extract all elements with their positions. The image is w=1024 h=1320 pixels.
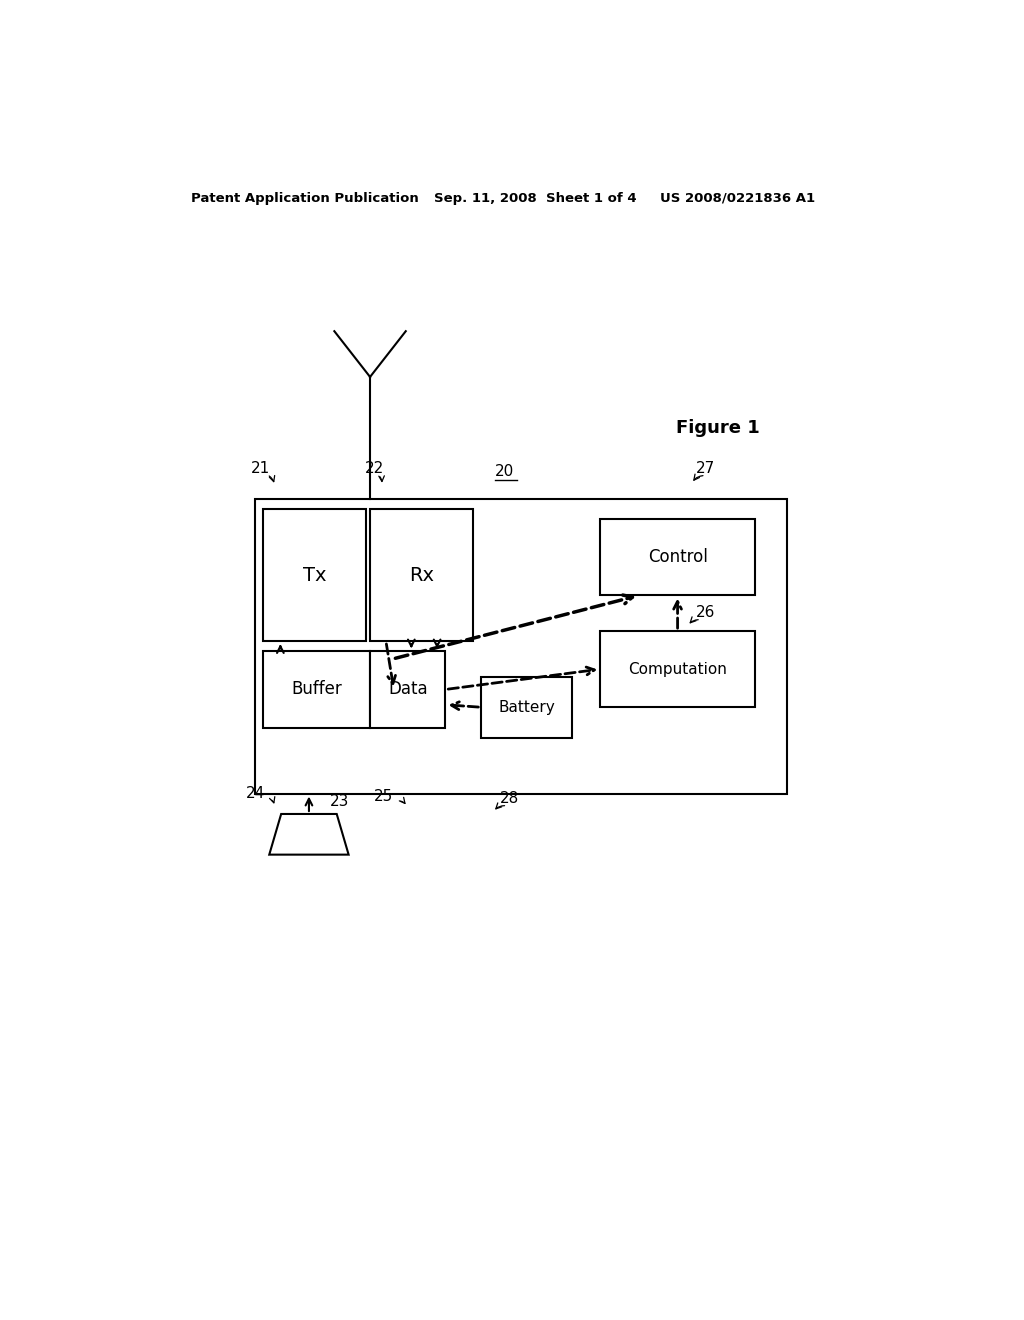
Text: Rx: Rx (410, 566, 434, 585)
Bar (600, 631, 755, 708)
Bar (263, 651, 370, 727)
Text: Sep. 11, 2008  Sheet 1 of 4: Sep. 11, 2008 Sheet 1 of 4 (433, 191, 636, 205)
Text: 24: 24 (246, 787, 264, 801)
Text: Figure 1: Figure 1 (676, 418, 760, 437)
Text: Battery: Battery (499, 700, 555, 714)
Text: US 2008/0221836 A1: US 2008/0221836 A1 (659, 191, 815, 205)
Bar (600, 519, 755, 595)
Text: 23: 23 (331, 795, 350, 809)
Text: 28: 28 (500, 791, 518, 807)
Text: Control: Control (647, 548, 708, 566)
Bar (370, 510, 473, 642)
Bar (481, 677, 572, 738)
Text: 25: 25 (374, 789, 393, 804)
Text: 22: 22 (365, 461, 384, 477)
Text: Patent Application Publication: Patent Application Publication (191, 191, 419, 205)
Text: Computation: Computation (628, 661, 727, 677)
Bar (263, 510, 367, 642)
Text: 21: 21 (251, 461, 270, 477)
Text: 26: 26 (695, 606, 715, 620)
Text: Tx: Tx (303, 566, 327, 585)
Bar (370, 651, 445, 727)
Bar (255, 499, 786, 793)
Text: 27: 27 (695, 461, 715, 477)
Text: Data: Data (388, 681, 428, 698)
Text: Buffer: Buffer (291, 681, 342, 698)
Text: 20: 20 (496, 463, 515, 479)
Polygon shape (269, 814, 348, 854)
